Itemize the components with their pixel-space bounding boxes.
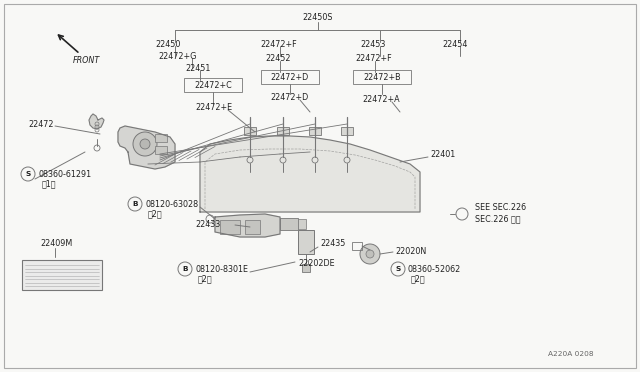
Text: 08120-8301E: 08120-8301E [195,264,248,273]
Circle shape [140,139,150,149]
Text: （2）: （2） [411,275,426,283]
Polygon shape [89,114,104,129]
Polygon shape [118,126,175,169]
Text: 22433: 22433 [195,219,220,228]
Text: 22453: 22453 [360,39,385,48]
Text: 22472+E: 22472+E [195,103,232,112]
Text: S: S [396,266,401,272]
Bar [341,127,353,135]
Bar [220,220,240,234]
Text: 22435: 22435 [320,240,346,248]
Text: （2）: （2） [148,209,163,218]
Text: 22452: 22452 [265,54,291,62]
Polygon shape [200,136,420,212]
Bar [302,264,310,272]
Bar [244,127,256,135]
Text: 22472+D: 22472+D [270,93,308,102]
Text: （2）: （2） [198,275,212,283]
Text: 22472: 22472 [28,119,54,128]
Text: 22472+A: 22472+A [362,94,399,103]
Bar [22,260,102,290]
Bar [280,218,298,230]
Bar [309,127,321,135]
Text: 22454: 22454 [442,39,467,48]
Bar [352,242,362,250]
Text: 22409M: 22409M [40,240,72,248]
Bar [184,78,242,92]
Circle shape [178,262,192,276]
Circle shape [391,262,405,276]
Bar [353,70,411,84]
Text: B: B [132,201,138,207]
Text: 22450: 22450 [155,39,180,48]
Text: 22401: 22401 [430,150,455,158]
Text: 22202DE: 22202DE [298,260,335,269]
Text: 08360-61291: 08360-61291 [38,170,91,179]
Text: A220A 0208: A220A 0208 [548,351,594,357]
Bar [298,219,306,229]
Text: 22450S: 22450S [303,13,333,22]
Bar [277,127,289,135]
Text: 22472+B: 22472+B [363,73,401,81]
Text: 22472+F: 22472+F [260,39,296,48]
Text: 22472+C: 22472+C [194,80,232,90]
Bar [261,70,319,84]
Bar [298,230,314,254]
Text: 08120-63028: 08120-63028 [145,199,198,208]
Text: SEC.226 参照: SEC.226 参照 [475,215,520,224]
Bar [155,146,167,154]
Circle shape [128,197,142,211]
Text: 22472+G: 22472+G [158,51,196,61]
Text: （1）: （1） [42,180,56,189]
Bar [155,134,167,142]
Text: S: S [26,171,31,177]
Text: FRONT: FRONT [73,55,100,64]
Circle shape [360,244,380,264]
Circle shape [133,132,157,156]
Text: B: B [182,266,188,272]
Circle shape [366,250,374,258]
Text: 22472+F: 22472+F [355,54,392,62]
Text: 22020N: 22020N [395,247,426,257]
Text: SEE SEC.226: SEE SEC.226 [475,202,526,212]
Text: 22472+D: 22472+D [271,73,309,81]
Circle shape [21,167,35,181]
Text: 08360-52062: 08360-52062 [408,264,461,273]
Polygon shape [215,214,280,237]
Text: 22451: 22451 [185,64,211,73]
Bar [245,220,260,234]
